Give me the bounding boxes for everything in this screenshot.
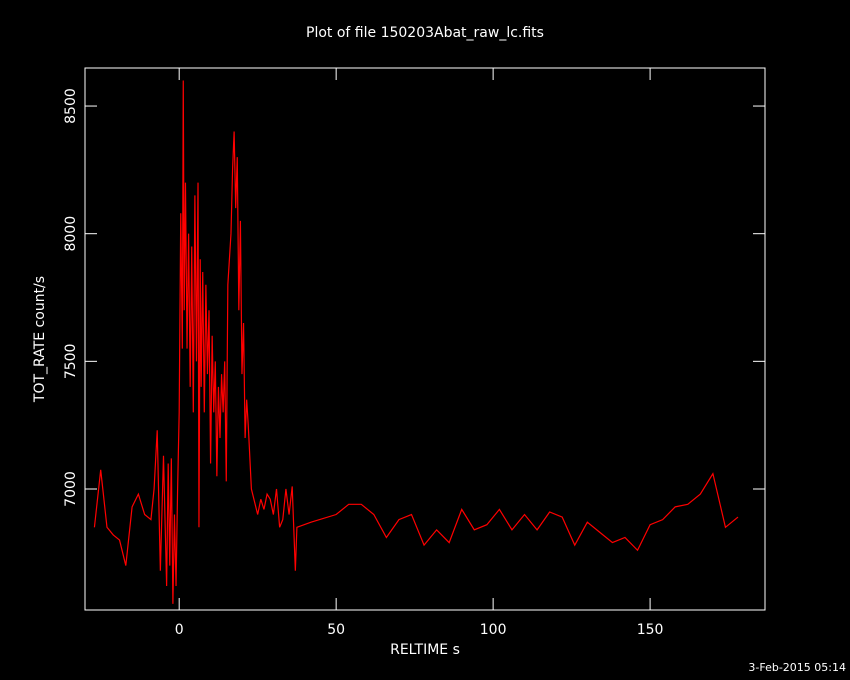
data-line — [93, 80, 739, 604]
y-tick-label: 7000 — [63, 471, 79, 507]
chart-title: Plot of file 150203Abat_raw_lc.fits — [306, 25, 544, 41]
x-tick-label: 100 — [480, 622, 507, 638]
y-tick-label: 8500 — [63, 88, 79, 124]
y-axis-label: TOT_RATE count/s — [32, 276, 48, 403]
x-tick-label: 50 — [327, 622, 345, 638]
plot-frame — [84, 67, 766, 611]
x-tick-label: 0 — [175, 622, 184, 638]
timestamp: 3-Feb-2015 05:14 — [748, 661, 846, 674]
x-tick-label: 150 — [637, 622, 664, 638]
y-tick-label: 7500 — [63, 344, 79, 380]
x-axis-label: RELTIME s — [390, 642, 460, 658]
y-tick-label: 8000 — [63, 216, 79, 252]
